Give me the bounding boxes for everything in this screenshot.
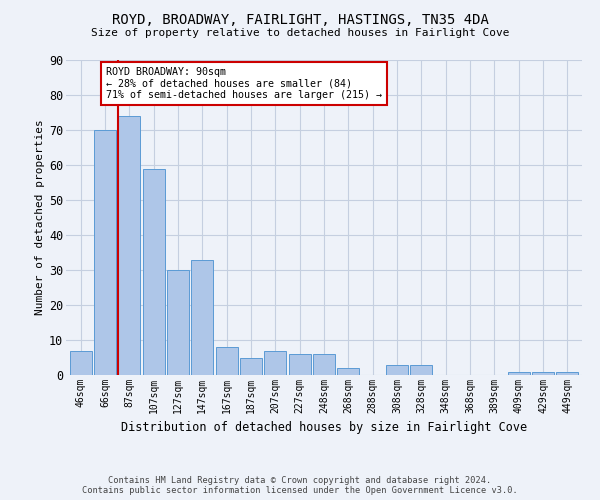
Text: Size of property relative to detached houses in Fairlight Cove: Size of property relative to detached ho… — [91, 28, 509, 38]
Bar — [167, 270, 189, 375]
Bar — [532, 372, 554, 375]
Bar — [337, 368, 359, 375]
Bar — [410, 364, 433, 375]
Bar — [70, 350, 92, 375]
Bar — [240, 358, 262, 375]
Bar — [386, 364, 408, 375]
Bar — [215, 347, 238, 375]
Bar — [313, 354, 335, 375]
Bar — [143, 168, 164, 375]
Bar — [94, 130, 116, 375]
Bar — [289, 354, 311, 375]
Bar — [556, 372, 578, 375]
Text: Contains HM Land Registry data © Crown copyright and database right 2024.
Contai: Contains HM Land Registry data © Crown c… — [82, 476, 518, 495]
Y-axis label: Number of detached properties: Number of detached properties — [35, 120, 45, 316]
Bar — [118, 116, 140, 375]
Text: ROYD BROADWAY: 90sqm
← 28% of detached houses are smaller (84)
71% of semi-detac: ROYD BROADWAY: 90sqm ← 28% of detached h… — [106, 67, 382, 100]
X-axis label: Distribution of detached houses by size in Fairlight Cove: Distribution of detached houses by size … — [121, 422, 527, 434]
Bar — [191, 260, 213, 375]
Bar — [508, 372, 530, 375]
Text: ROYD, BROADWAY, FAIRLIGHT, HASTINGS, TN35 4DA: ROYD, BROADWAY, FAIRLIGHT, HASTINGS, TN3… — [112, 12, 488, 26]
Bar — [265, 350, 286, 375]
